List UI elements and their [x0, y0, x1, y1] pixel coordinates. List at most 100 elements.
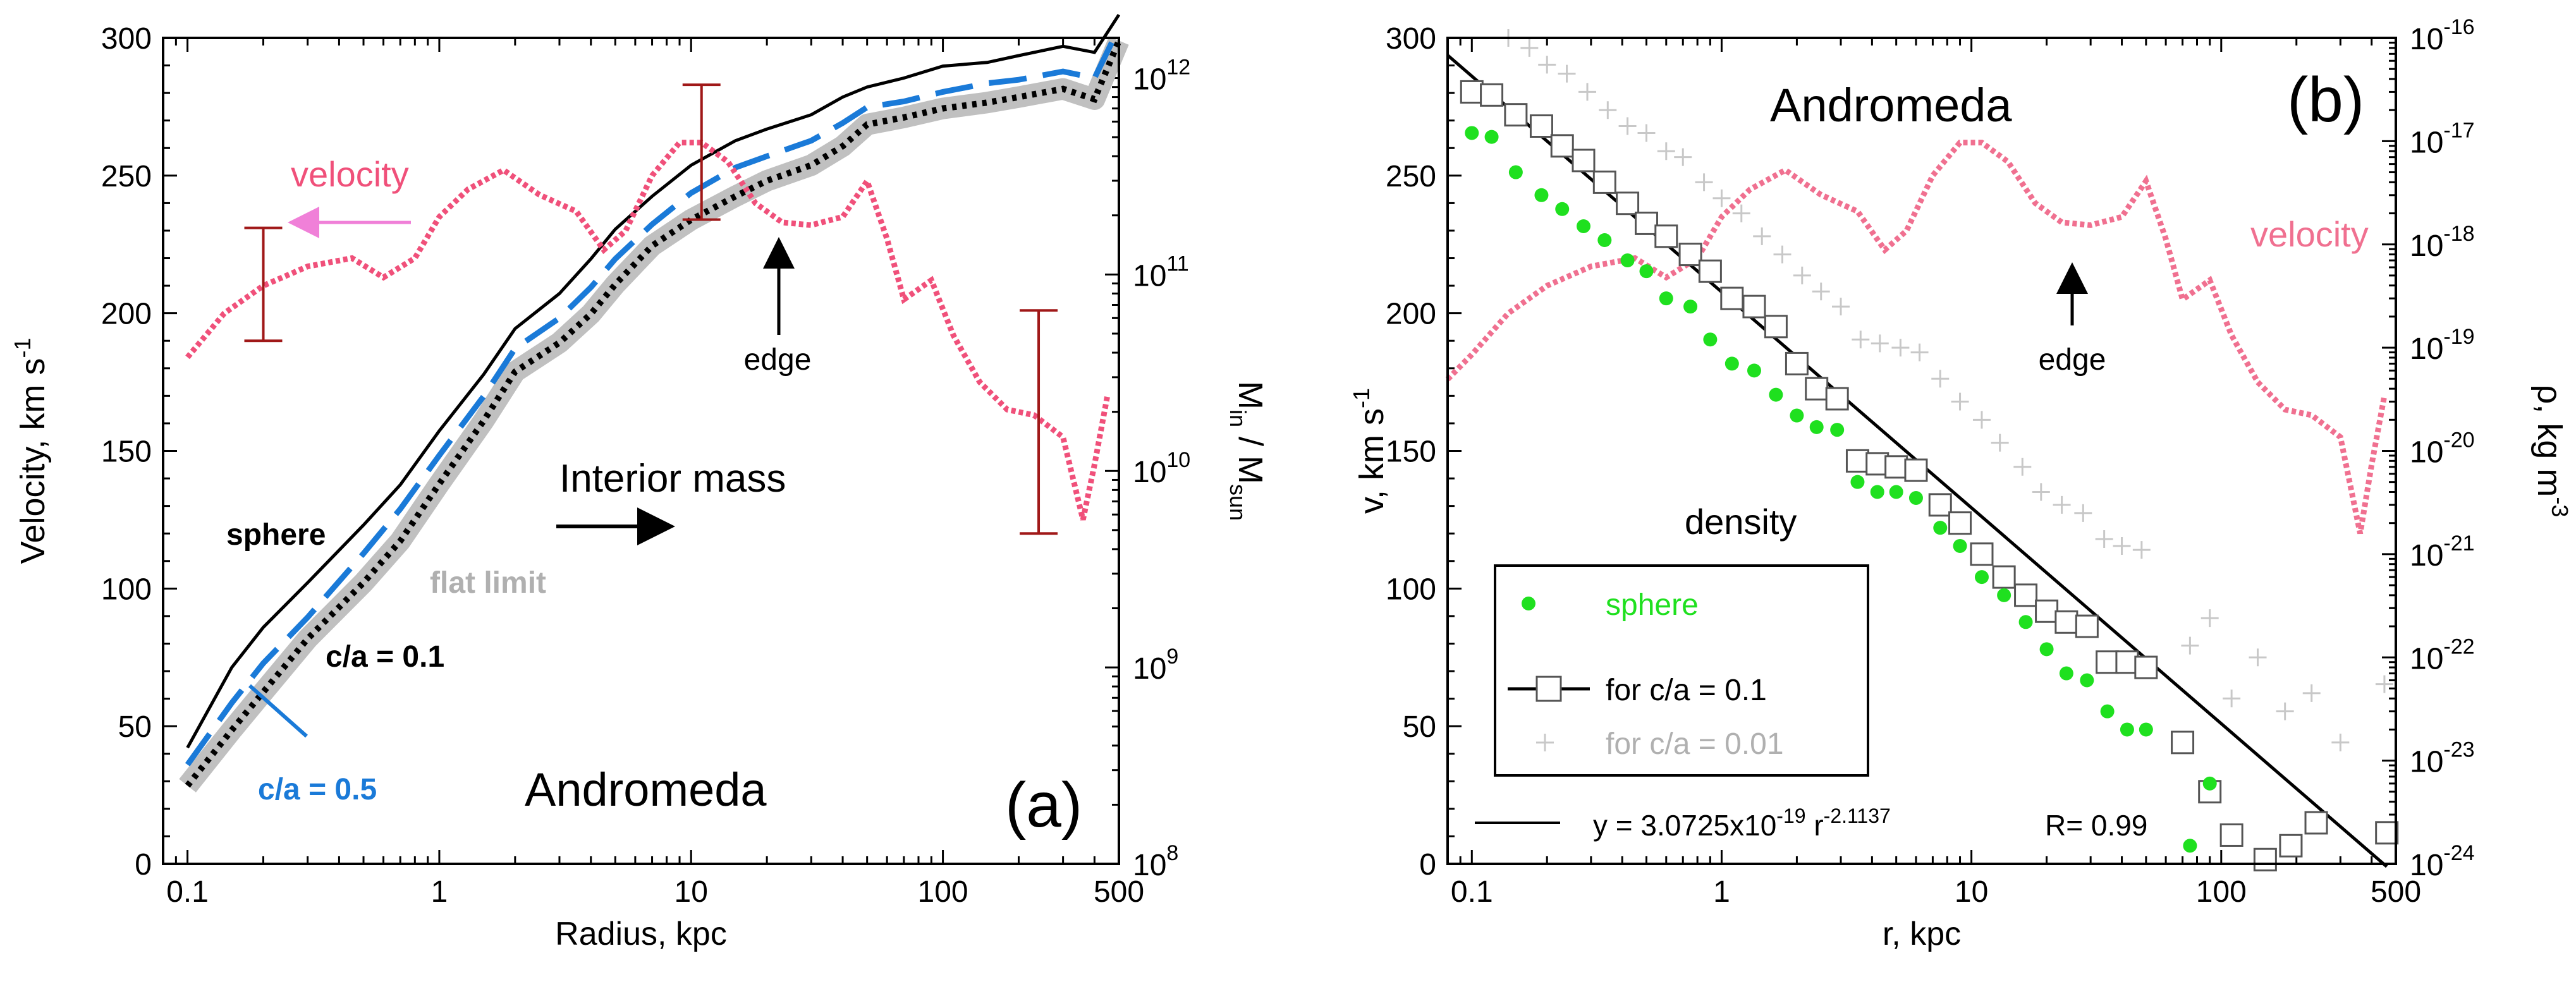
ca001-point — [2331, 733, 2350, 751]
panel-a-label: (a) — [1005, 770, 1082, 840]
panel-b-x-tick-label: 0.1 — [1451, 875, 1493, 909]
panel-b-y-tick-label: 100 — [1386, 573, 1436, 606]
ca001-point — [1637, 124, 1656, 142]
panel-b-y2-tick-base: 10 — [2410, 229, 2443, 263]
ca001-point — [1712, 189, 1731, 207]
ca001-point — [1732, 204, 1750, 222]
panel-b-y2-label-main: ρ, kg m — [2530, 385, 2568, 497]
sphere-point — [1933, 521, 1948, 535]
ca01-point — [1698, 259, 1722, 283]
fit-r-value: R= 0.99 — [2045, 809, 2147, 842]
panel-b-y2-tick-label: 10-20 — [2410, 428, 2475, 470]
panel-b-y2-tick-exp: -21 — [2443, 531, 2474, 555]
ca01-point — [1742, 294, 1766, 319]
panel-b-y-ticks: 0 50 100 150 200 250 300 — [1386, 22, 1462, 882]
panel-b-label: (b) — [2287, 64, 2364, 135]
sphere-point — [1534, 188, 1549, 202]
panel-b-y-tick-label: 250 — [1386, 160, 1436, 193]
panel-b-y2-tick-exp: -19 — [2443, 325, 2474, 349]
panel-a-y2-tick-label: 1012 — [1133, 55, 1190, 96]
ca001-point — [1558, 64, 1576, 83]
velocity-curve-b — [1445, 140, 2388, 535]
legend-ca01-label: for c/a = 0.1 — [1606, 674, 1767, 707]
ca001-point — [2032, 483, 2050, 501]
panel-a-y2-tick-exp: 11 — [1166, 252, 1188, 276]
ca01-point — [1678, 243, 1702, 267]
sphere-point — [1576, 219, 1590, 233]
sphere-point — [2202, 776, 2217, 791]
velocity-label-b: velocity — [2250, 214, 2369, 254]
ca01-point — [1460, 80, 1484, 104]
panel-b-y2-tick-label: 10-17 — [2410, 118, 2475, 159]
ca001-point — [1871, 334, 1889, 353]
sphere-point — [1703, 332, 1718, 347]
ca01-point — [2171, 731, 2195, 755]
panel-b-y2-tick-base: 10 — [2410, 436, 2443, 470]
ca01-point — [2219, 823, 2243, 847]
panel-b-y2-tick-base: 10 — [2410, 126, 2443, 159]
panel-a-frame — [162, 37, 1120, 865]
panel-a-x-axis-label: Radius, kpc — [555, 916, 727, 952]
sphere-point — [1908, 490, 1923, 505]
ca01-label-a: c/a = 0.1 — [326, 640, 444, 674]
ca001-point — [1852, 331, 1870, 349]
panel-a-y2-tick-label: 1010 — [1133, 448, 1190, 489]
panel-b-y2-axis-label: ρ, kg m-3 — [2530, 385, 2573, 518]
panel-b-series — [1445, 29, 2399, 871]
panel-b-y2-tick-exp: -20 — [2443, 428, 2474, 452]
sphere-point — [1830, 423, 1845, 437]
ca01-point — [1616, 191, 1640, 215]
ca001-point — [1991, 434, 2009, 452]
fit-equation-r-exp: -2.1137 — [1824, 804, 1891, 827]
panel-a-y2-tick-label: 108 — [1133, 841, 1178, 882]
panel-a-y-tick-label: 300 — [101, 22, 152, 56]
sphere-point — [1974, 570, 1989, 585]
panel-a-y2-tick-exp: 9 — [1166, 645, 1178, 669]
panel-a-y2-label-sun: sun — [1225, 484, 1251, 521]
ca001-point — [2053, 495, 2071, 514]
ca01-point — [1550, 134, 1574, 158]
panel-b-y2-tick-label: 10-22 — [2410, 634, 2475, 676]
panel-b-y2-tick-exp: -22 — [2443, 634, 2474, 658]
ca01-point — [2279, 834, 2303, 858]
sphere-point — [2080, 673, 2094, 688]
sphere-point — [2100, 704, 2115, 719]
panel-a-y2-tick-exp: 10 — [1166, 448, 1190, 472]
sphere-point — [1659, 291, 1673, 306]
sphere-point — [1724, 356, 1739, 371]
ca001-point — [1832, 298, 1850, 316]
panel-b-y2-tick-exp: -18 — [2443, 222, 2474, 246]
ca001-point — [2013, 458, 2032, 476]
panel-a-x-tick-label: 1 — [431, 875, 448, 909]
panel-b-x-axis-label: r, kpc — [1883, 916, 1961, 952]
ca001-point — [2113, 537, 2131, 555]
sphere-point — [1620, 253, 1635, 268]
panel-b-y2-tick-exp: -24 — [2443, 841, 2474, 865]
ca001-point — [2249, 648, 2267, 667]
panel-a-y-tick-label: 0 — [135, 848, 152, 882]
panel-b-x-tick-label: 1 — [1713, 875, 1730, 909]
ca001-point — [1674, 148, 1692, 166]
sphere-point — [1997, 588, 2011, 602]
sphere-point — [1639, 264, 1654, 279]
panel-a-y-tick-label: 150 — [101, 435, 152, 469]
ca001-point — [1931, 370, 1950, 388]
panel-a-title: Andromeda — [525, 763, 767, 816]
panel-a-y-ticks: 0 50 100 150 200 250 300 — [101, 22, 177, 882]
ca001-point — [2276, 702, 2294, 720]
panel-a-y2-tick-exp: 8 — [1166, 841, 1178, 865]
panel-a-x-tick-label: 0.1 — [166, 875, 209, 909]
panel-b-y-axis-label-main: v, km s — [1353, 408, 1391, 514]
panel-b-y2-tick-base: 10 — [2410, 849, 2443, 882]
panel-a-y2-label-m: M — [1231, 381, 1269, 410]
legend-frame — [1494, 564, 1869, 777]
ca01-point — [2134, 655, 2158, 679]
sphere-point — [1889, 485, 1903, 499]
panel-b-y2-tick-base: 10 — [2410, 332, 2443, 366]
panel-a-x-ticks: 0.1 1 10 100 500 — [162, 38, 1144, 909]
ca001-point — [1951, 392, 1969, 411]
ca01-point — [1785, 351, 1809, 375]
ca01-point — [2375, 821, 2399, 845]
panel-b-y-tick-label: 200 — [1386, 298, 1436, 331]
